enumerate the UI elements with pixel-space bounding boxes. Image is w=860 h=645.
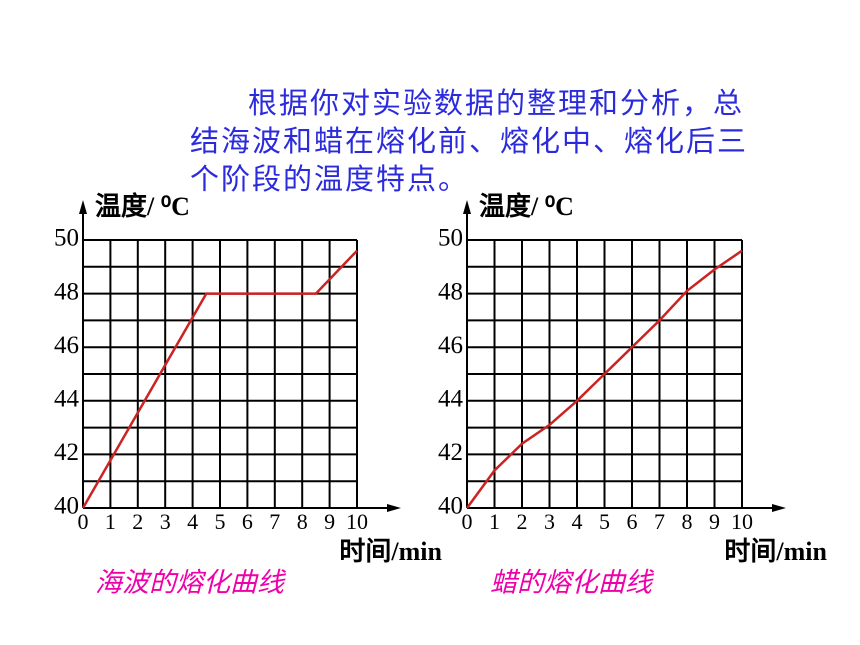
x-tick-label: 1 [105, 509, 116, 534]
x-tick-label: 4 [187, 509, 198, 534]
y-tick-label: 46 [438, 332, 463, 359]
x-tick-label: 3 [160, 509, 171, 534]
x-axis-arrow [772, 504, 786, 512]
x-axis-label: 时间/min [339, 537, 442, 566]
x-tick-label: 9 [324, 509, 335, 534]
x-tick-label: 4 [572, 509, 583, 534]
y-tick-label: 40 [54, 493, 79, 520]
y-tick-label: 44 [438, 386, 464, 413]
y-tick-label: 46 [54, 332, 79, 359]
data-line [81, 249, 358, 509]
y-tick-label: 42 [438, 439, 463, 466]
paragraph-line: 结海波和蜡在熔化前、熔化中、熔化后三 [190, 124, 749, 158]
y-tick-label: 50 [54, 225, 79, 252]
chart-caption: 蜡的熔化曲线 [490, 568, 655, 599]
x-tick-label: 3 [544, 509, 555, 534]
x-axis-label: 时间/min [724, 537, 827, 566]
x-tick-label: 1 [489, 509, 500, 534]
y-axis-arrow [463, 200, 471, 214]
y-axis-label: 温度/ ⁰C [479, 191, 574, 221]
paragraph-line: 个阶段的温度特点。 [190, 162, 470, 196]
x-tick-label: 5 [215, 509, 226, 534]
x-tick-label: 7 [269, 509, 280, 534]
x-tick-label: 2 [132, 509, 143, 534]
x-tick-label: 9 [709, 509, 720, 534]
x-tick-label: 2 [517, 509, 528, 534]
y-tick-label: 44 [54, 386, 80, 413]
x-axis-arrow [387, 504, 401, 512]
x-tick-label: 0 [78, 509, 89, 534]
y-tick-label: 40 [438, 493, 463, 520]
y-tick-label: 42 [54, 439, 79, 466]
x-tick-label: 8 [682, 509, 693, 534]
x-tick-label: 0 [462, 509, 473, 534]
y-tick-label: 48 [54, 278, 79, 305]
x-tick-label: 10 [731, 509, 753, 534]
x-tick-label: 6 [627, 509, 638, 534]
y-axis-label: 温度/ ⁰C [95, 191, 190, 221]
y-axis-arrow [79, 200, 87, 214]
y-tick-label: 50 [438, 225, 463, 252]
data-line [465, 249, 743, 509]
x-tick-label: 6 [242, 509, 253, 534]
x-tick-label: 8 [297, 509, 308, 534]
x-tick-label: 5 [599, 509, 610, 534]
paragraph-line: 根据你对实验数据的整理和分析，总 [248, 86, 745, 120]
x-tick-label: 7 [654, 509, 665, 534]
y-tick-label: 48 [438, 278, 463, 305]
chart-caption: 海波的熔化曲线 [95, 568, 287, 599]
x-tick-label: 10 [346, 509, 368, 534]
